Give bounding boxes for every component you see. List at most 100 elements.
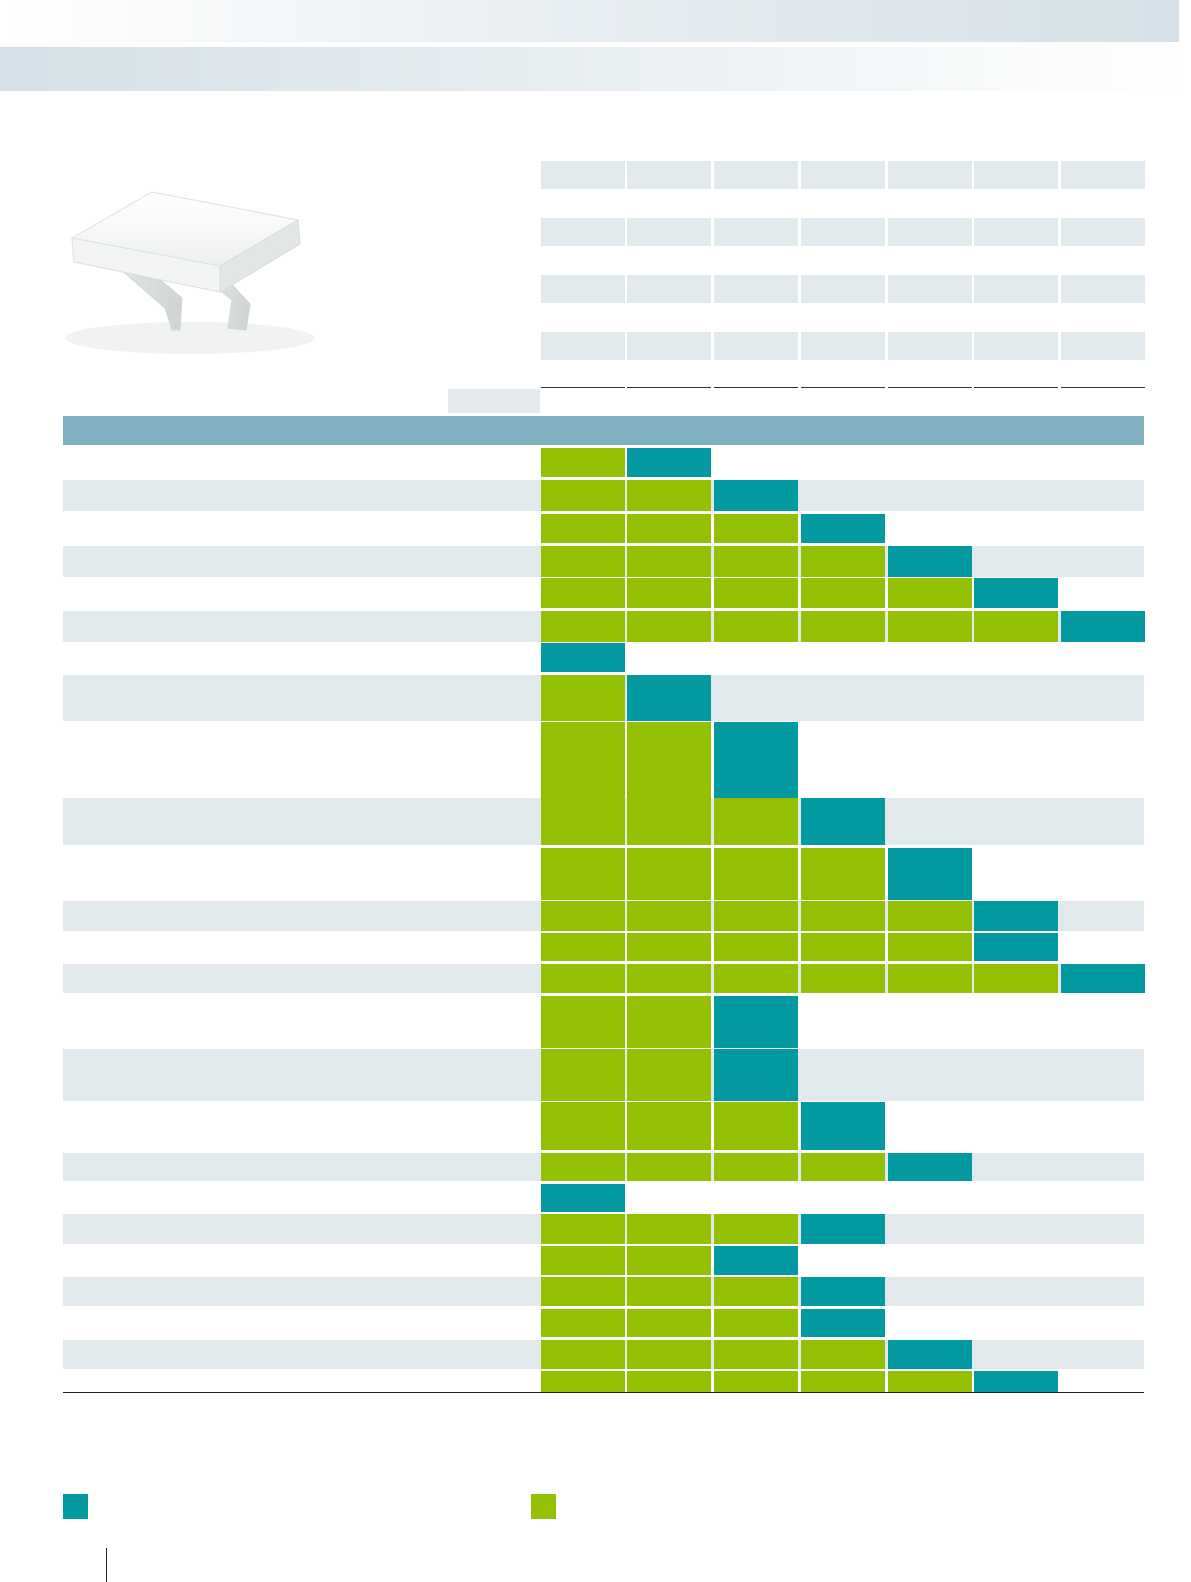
table-bottom-rule	[63, 1392, 1144, 1393]
banner-notch	[1179, 0, 1191, 42]
matrix-cell-green	[541, 798, 625, 845]
header-cell	[541, 218, 625, 246]
matrix-cell-green	[714, 798, 798, 845]
header-cell	[801, 218, 885, 246]
matrix-cell-teal	[714, 1049, 798, 1101]
matrix-cell-green	[714, 514, 798, 543]
matrix-cell-green	[627, 1153, 711, 1181]
matrix-cell-green	[627, 578, 711, 608]
matrix-cell-green	[888, 611, 972, 642]
matrix-cell-teal	[541, 643, 625, 672]
matrix-cell-green	[627, 1340, 711, 1369]
matrix-cell-green	[541, 546, 625, 577]
header-cell	[888, 332, 972, 360]
matrix-cell-teal	[714, 996, 798, 1048]
matrix-cell-green	[801, 1371, 885, 1393]
matrix-cell-green	[801, 848, 885, 900]
matrix-cell-green	[801, 964, 885, 993]
matrix-cell-green	[541, 1049, 625, 1101]
matrix-cell-green	[714, 933, 798, 961]
matrix-cell-green	[801, 578, 885, 608]
matrix-cell-green	[541, 848, 625, 900]
matrix-cell-green	[974, 964, 1058, 993]
matrix-cell-green	[888, 964, 972, 993]
matrix-cell-green	[801, 1153, 885, 1181]
matrix-cell-green	[714, 1153, 798, 1181]
matrix-cell-teal	[888, 1153, 972, 1181]
matrix-cell-teal	[714, 480, 798, 511]
matrix-cell-teal	[974, 901, 1058, 931]
header-baseline	[801, 387, 885, 388]
matrix-cell-green	[541, 722, 625, 798]
header-baseline	[627, 387, 711, 388]
matrix-cell-green	[714, 1371, 798, 1393]
matrix-cell-green	[714, 546, 798, 577]
matrix-cell-teal	[801, 1277, 885, 1306]
matrix-cell-green	[714, 1214, 798, 1244]
matrix-cell-green	[627, 933, 711, 961]
matrix-cell-green	[627, 722, 711, 798]
header-baseline	[541, 387, 625, 388]
matrix-cell-green	[541, 514, 625, 543]
header-cell	[541, 332, 625, 360]
matrix-cell-green	[627, 996, 711, 1048]
matrix-cell-green	[627, 611, 711, 642]
header-cell	[1061, 161, 1145, 189]
matrix-cell-green	[541, 1153, 625, 1181]
header-cell	[541, 161, 625, 189]
section-header-bar	[63, 416, 1144, 445]
matrix-cell-green	[801, 1340, 885, 1369]
matrix-cell-green	[541, 1371, 625, 1393]
header-cell	[541, 275, 625, 303]
header-cell	[714, 332, 798, 360]
marker-clip-illustration	[65, 191, 315, 354]
header-baseline	[1061, 387, 1145, 388]
matrix-cell-teal	[974, 1371, 1058, 1393]
matrix-cell-green	[541, 1340, 625, 1369]
header-baseline	[888, 387, 972, 388]
matrix-cell-teal	[801, 1214, 885, 1244]
matrix-cell-green	[627, 1246, 711, 1275]
matrix-cell-teal	[974, 933, 1058, 961]
matrix-cell-green	[627, 964, 711, 993]
matrix-cell-green	[541, 611, 625, 642]
matrix-cell-green	[627, 1214, 711, 1244]
matrix-cell-green	[974, 611, 1058, 642]
header-cell	[1061, 218, 1145, 246]
header-cell	[801, 161, 885, 189]
matrix-cell-teal	[1061, 611, 1145, 642]
header-cell	[974, 275, 1058, 303]
header-cell	[714, 161, 798, 189]
matrix-cell-green	[627, 1309, 711, 1337]
header-baseline	[974, 387, 1058, 388]
matrix-cell-teal	[541, 1184, 625, 1212]
matrix-cell-green	[714, 1340, 798, 1369]
matrix-cell-green	[541, 480, 625, 511]
matrix-cell-green	[627, 514, 711, 543]
matrix-cell-green	[541, 578, 625, 608]
matrix-cell-teal	[714, 1246, 798, 1275]
matrix-cell-green	[627, 1371, 711, 1393]
matrix-cell-green	[714, 964, 798, 993]
header-cell	[888, 275, 972, 303]
title-banner	[0, 47, 1191, 91]
matrix-cell-teal	[1061, 964, 1145, 993]
matrix-cell-teal	[888, 1340, 972, 1369]
matrix-cell-green	[541, 1246, 625, 1275]
matrix-cell-green	[627, 1102, 711, 1150]
matrix-cell-green	[801, 546, 885, 577]
matrix-cell-green	[627, 798, 711, 845]
matrix-cell-teal	[714, 722, 798, 798]
matrix-cell-green	[541, 1214, 625, 1244]
header-cell	[801, 275, 885, 303]
matrix-cell-green	[888, 578, 972, 608]
matrix-cell-green	[888, 901, 972, 931]
page-number-divider	[106, 1548, 107, 1582]
header-cell	[627, 275, 711, 303]
header-cell	[1061, 332, 1145, 360]
matrix-cell-green	[801, 611, 885, 642]
matrix-cell-green	[888, 933, 972, 961]
legend-teal-swatch	[63, 1494, 88, 1519]
matrix-cell-green	[714, 901, 798, 931]
header-baseline	[714, 387, 798, 388]
